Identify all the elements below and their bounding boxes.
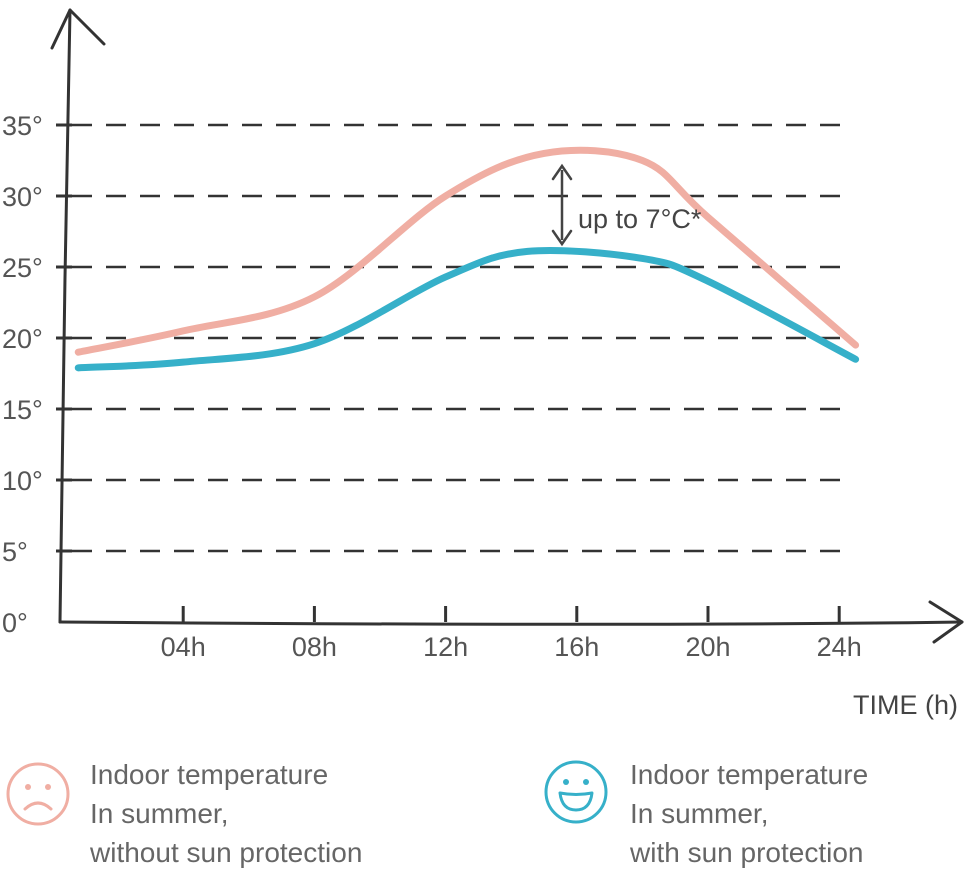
x-tick-label: 20h <box>685 632 730 662</box>
difference-label: up to 7°C* <box>578 204 702 234</box>
x-tick-label: 16h <box>554 632 599 662</box>
series-lines <box>74 146 860 372</box>
temperature-chart: 04h 08h 12h 16h 20h 24h 0° 5° 10° 15° 20° 25° 30° 35… <box>2 8 964 720</box>
x-axis-label: TIME (h) <box>853 690 958 720</box>
y-tick-label: 0° <box>2 608 28 638</box>
x-tick-label: 08h <box>292 632 337 662</box>
y-tick-label: 20° <box>2 324 43 354</box>
legend-line: with sun protection <box>630 837 864 868</box>
x-tick-label: 24h <box>817 632 862 662</box>
x-axis-arrowhead <box>928 600 964 644</box>
x-ticks: 04h 08h 12h 16h 20h 24h <box>161 606 862 662</box>
legend-line: without sun protection <box>90 837 363 868</box>
x-axis-line <box>58 620 964 626</box>
axes <box>50 8 964 644</box>
y-tick-label: 25° <box>2 253 43 283</box>
difference-arrow-top <box>551 163 573 181</box>
sad-face-icon <box>6 762 70 826</box>
difference-annotation: up to 7°C* <box>551 163 702 247</box>
legend-line: Indoor temperature <box>90 759 329 790</box>
y-tick-label: 15° <box>2 395 43 425</box>
series-line-with-protection <box>74 246 860 372</box>
y-tick-label: 5° <box>2 537 28 567</box>
y-tick-label: 35° <box>2 111 43 141</box>
legend-line: In summer, <box>630 798 769 829</box>
difference-arrow-bottom <box>551 229 573 247</box>
series-line-without-protection <box>74 146 860 356</box>
legend-label-without-protection: Indoor temperature In summer, without su… <box>90 755 362 872</box>
gridlines <box>72 123 846 553</box>
legend-label-with-protection: Indoor temperature In summer, with sun p… <box>630 755 868 872</box>
happy-face-icon <box>544 760 608 824</box>
y-tick-label: 10° <box>2 466 43 496</box>
y-axis-line <box>58 8 72 624</box>
x-tick-label: 12h <box>423 632 468 662</box>
x-tick-label: 04h <box>161 632 206 662</box>
y-ticks: 0° 5° 10° 15° 20° 25° 30° 35° <box>2 111 72 638</box>
y-tick-label: 30° <box>2 182 43 212</box>
legend-line: In summer, <box>90 798 229 829</box>
y-axis-arrowhead <box>50 8 106 50</box>
legend-line: Indoor temperature <box>630 759 869 790</box>
